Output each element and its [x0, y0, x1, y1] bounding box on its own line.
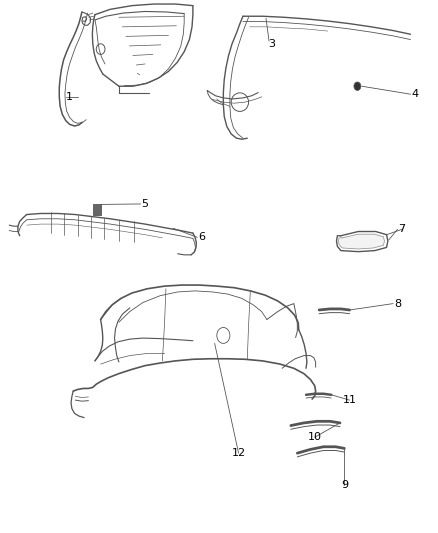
Text: 7: 7 [398, 224, 405, 235]
Circle shape [354, 82, 361, 91]
Bar [93, 204, 102, 215]
Text: 8: 8 [394, 298, 401, 309]
Text: 3: 3 [268, 39, 275, 49]
Polygon shape [338, 234, 385, 249]
Text: 6: 6 [198, 232, 205, 243]
Text: 9: 9 [342, 480, 349, 490]
Text: 11: 11 [343, 395, 357, 405]
Text: 1: 1 [65, 92, 72, 102]
Text: 12: 12 [232, 448, 246, 458]
Text: 4: 4 [411, 89, 418, 99]
Text: 10: 10 [308, 432, 322, 442]
Text: 5: 5 [141, 199, 148, 209]
